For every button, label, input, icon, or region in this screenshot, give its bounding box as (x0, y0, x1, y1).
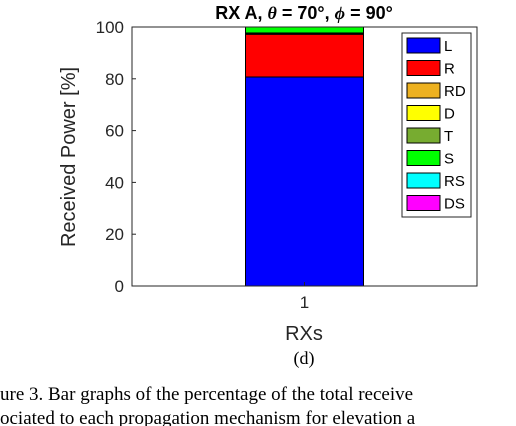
bar-segment-l (245, 76, 364, 287)
legend-swatch-t (406, 127, 441, 144)
y-tick-label: 80 (105, 70, 124, 89)
legend-label-t: T (444, 128, 453, 145)
y-axis-label: Received Power [%] (58, 67, 80, 247)
title-part-3: = 90° (345, 3, 393, 23)
legend-label-r: R (444, 61, 455, 78)
bar-stack (245, 26, 364, 287)
legend: LR RD DTS RS DS (401, 32, 472, 218)
legend-label-ds: DS (444, 196, 465, 213)
title-part-1: RX A, (215, 3, 267, 23)
title-phi: ϕ (335, 3, 345, 23)
bar-segment-r (245, 33, 364, 78)
y-tick-label: 20 (105, 225, 124, 244)
legend-swatch-ds (406, 195, 441, 211)
legend-swatch-s (406, 150, 441, 166)
x-tick-label: 1 (300, 293, 309, 312)
legend-swatch-d (406, 105, 441, 121)
y-tick-label: 60 (105, 122, 124, 141)
x-axis: 1 (300, 282, 309, 312)
subfigure-label: (d) (294, 348, 315, 369)
legend-swatch-rs (406, 172, 441, 189)
legend-label-rd: RD (444, 83, 466, 100)
y-tick-label: 0 (115, 277, 124, 296)
y-tick-label: 100 (96, 18, 124, 37)
title-theta: θ (268, 3, 278, 23)
legend-label-l: L (444, 38, 452, 55)
y-tick-label: 40 (105, 173, 124, 192)
chart-title: RX A, θ = 70°, ϕ = 90° (215, 3, 393, 23)
legend-swatch-r (406, 60, 441, 76)
bar-segment-s (245, 26, 364, 34)
x-axis-label: RXs (285, 323, 323, 345)
legend-label-s: S (444, 151, 454, 168)
title-part-2: = 70°, (277, 3, 335, 23)
legend-label-rs: RS (444, 173, 465, 190)
y-axis: 0 20 40 60 80 100 (96, 18, 136, 296)
caption-line-1: ure 3. Bar graphs of the percentage of t… (0, 384, 413, 405)
legend-label-d: D (444, 106, 455, 123)
caption-line-2: ociated to each propagation mechanism fo… (0, 408, 416, 426)
legend-swatch-l (406, 37, 441, 54)
legend-swatch-rd (406, 82, 441, 99)
